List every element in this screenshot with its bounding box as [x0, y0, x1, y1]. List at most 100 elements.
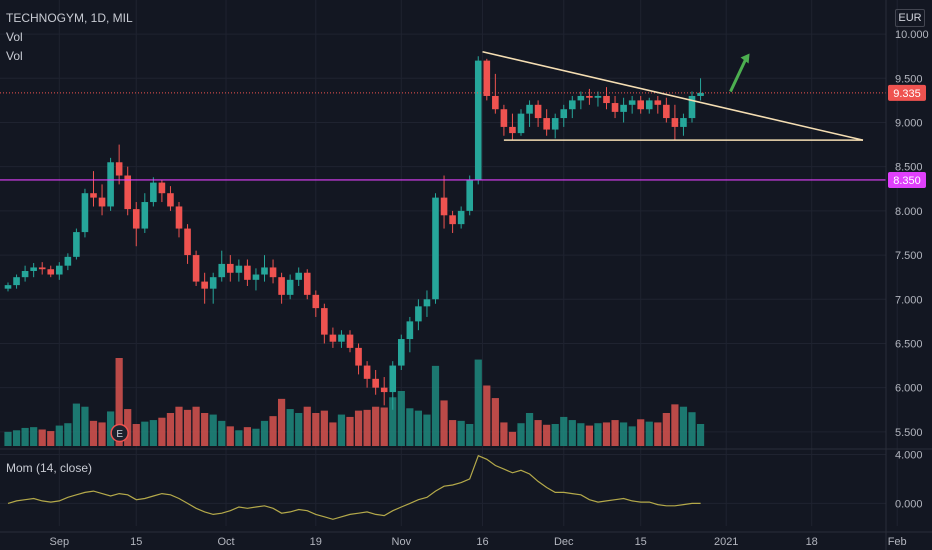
candle-body	[663, 104, 670, 119]
momentum-legend: Mom (14, close)	[6, 461, 93, 475]
candle-body	[432, 197, 439, 300]
candle-body	[124, 175, 131, 210]
candle-body	[261, 267, 268, 275]
volume-bar	[534, 420, 542, 446]
volume-bar	[12, 430, 21, 446]
candle-body	[389, 365, 397, 393]
candle-body	[47, 269, 55, 275]
volume-bar	[372, 406, 380, 446]
volume-bar	[21, 427, 29, 446]
candle-body	[209, 277, 217, 289]
candle-body	[244, 265, 251, 280]
level-badge	[888, 171, 926, 188]
candle-body	[517, 113, 525, 134]
volume-bar	[671, 404, 679, 446]
volume-bar	[115, 358, 123, 446]
candle-body	[680, 118, 687, 127]
volume-bar	[278, 398, 286, 446]
candle-body	[64, 256, 72, 266]
candle-body	[56, 265, 63, 275]
volume-bar	[201, 413, 209, 446]
volume-bar	[260, 420, 269, 446]
volume-bar	[166, 413, 175, 446]
volume-bar	[158, 417, 166, 446]
momentum-line	[7, 454, 701, 520]
candle-body	[303, 272, 311, 295]
volume-bar	[380, 407, 388, 446]
candle-body	[269, 267, 277, 278]
candle-body	[21, 270, 29, 278]
price-tick-label: 5.500	[895, 427, 923, 439]
candle-body	[526, 104, 533, 114]
candle-body	[380, 387, 388, 393]
candle-body	[355, 347, 362, 366]
volume-bar	[688, 412, 696, 446]
candle-body	[492, 95, 499, 110]
price-tick-label: 8.500	[895, 162, 923, 174]
candle-body	[372, 378, 379, 388]
volume-bar	[474, 359, 482, 446]
volume-bar	[628, 426, 636, 446]
candles	[4, 56, 704, 410]
candle-body	[440, 197, 448, 216]
candle-body	[81, 193, 89, 233]
candle-body	[697, 92, 704, 96]
candle-body	[586, 95, 593, 98]
volume-bar	[637, 419, 645, 446]
candle-body	[457, 210, 465, 225]
price-tick-label: 7.000	[895, 294, 923, 306]
currency-button[interactable]: EUR	[895, 9, 925, 27]
candle-body	[466, 179, 473, 211]
momentum-tick-label: 0.000	[895, 498, 923, 510]
volume-bar	[525, 413, 534, 446]
time-tick-label: Nov	[392, 536, 412, 548]
volume-bar	[440, 400, 448, 446]
candle-body	[338, 334, 345, 342]
candle-body	[509, 126, 516, 134]
volume-bar	[491, 398, 499, 446]
time-tick-label: 15	[130, 536, 142, 548]
candle-body	[4, 285, 12, 289]
breakout-arrow-shaft	[729, 57, 748, 93]
volume-bar	[226, 426, 234, 446]
time-tick-label: Feb	[888, 536, 907, 548]
candle-body	[483, 60, 491, 96]
candle-body	[500, 109, 508, 127]
earnings-marker-label: E	[116, 429, 123, 440]
volume-bar	[38, 429, 46, 446]
volume-bar	[449, 420, 457, 446]
candle-body	[620, 104, 627, 112]
volume-bar	[551, 424, 559, 446]
candle-body	[175, 206, 183, 229]
candle-body	[474, 60, 482, 180]
candle-body	[90, 193, 97, 198]
volume-bar	[577, 423, 585, 446]
candle-body	[415, 306, 422, 322]
candle-body	[167, 193, 174, 207]
last-price-badge	[888, 84, 926, 101]
candle-body	[150, 182, 157, 203]
time-tick-label: Dec	[554, 536, 574, 548]
candle-body	[603, 95, 610, 104]
candle-body	[543, 118, 550, 130]
candle-body	[551, 118, 559, 130]
volume-bar	[602, 422, 611, 446]
candle-body	[534, 104, 542, 119]
volume-bar	[64, 423, 72, 446]
candle-body	[569, 100, 576, 110]
volume-bar	[320, 410, 328, 446]
volume-bar	[47, 431, 55, 446]
volume-bar	[585, 425, 593, 446]
volume-legend-2: Vol	[6, 49, 23, 63]
volume-bar	[568, 420, 576, 446]
volume-bar	[89, 420, 98, 446]
candle-body	[363, 365, 371, 379]
volume-bar	[4, 431, 12, 446]
volume-bar	[346, 416, 354, 446]
volume-bar	[218, 420, 226, 446]
candle-body	[295, 272, 302, 280]
candle-body	[227, 263, 234, 273]
candle-body	[13, 277, 20, 286]
candle-body	[141, 202, 149, 229]
